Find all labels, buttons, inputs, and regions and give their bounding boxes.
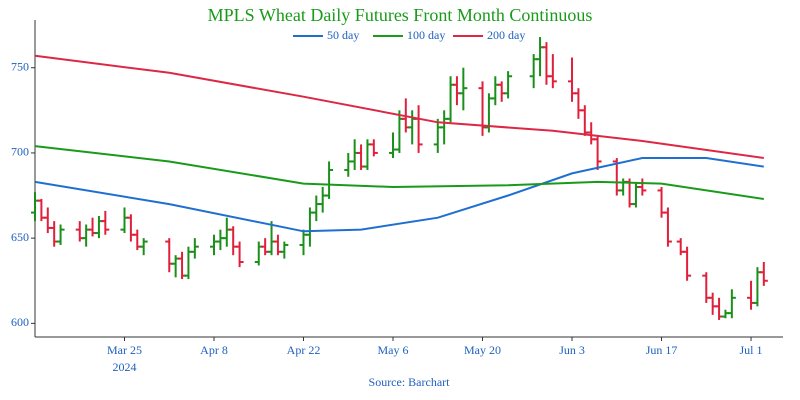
legend-label: 50 day: [327, 28, 359, 42]
moving-average-line: [34, 145, 764, 200]
y-tick-label: 750: [11, 59, 29, 73]
x-tick-label: Apr 8: [200, 343, 228, 357]
y-tick-label: 600: [11, 315, 29, 329]
y-tick-label: 700: [11, 145, 29, 159]
legend-label: 100 day: [407, 28, 445, 42]
source-note: Source: Barchart: [369, 375, 451, 389]
x-year-label: 2024: [113, 360, 137, 374]
x-tick-label: Jun 3: [559, 343, 585, 357]
legend-label: 200 day: [487, 28, 525, 42]
moving-average-line: [34, 157, 764, 233]
moving-average-line: [34, 54, 764, 159]
chart-title: MPLS Wheat Daily Futures Front Month Con…: [208, 5, 593, 25]
x-tick-label: May 6: [378, 343, 409, 357]
y-tick-label: 650: [11, 230, 29, 244]
x-tick-label: Jun 17: [646, 343, 678, 357]
x-tick-label: Apr 22: [287, 343, 321, 357]
x-tick-label: May 20: [464, 343, 501, 357]
x-tick-label: Mar 25: [107, 343, 142, 357]
x-tick-label: Jul 1: [740, 343, 763, 357]
